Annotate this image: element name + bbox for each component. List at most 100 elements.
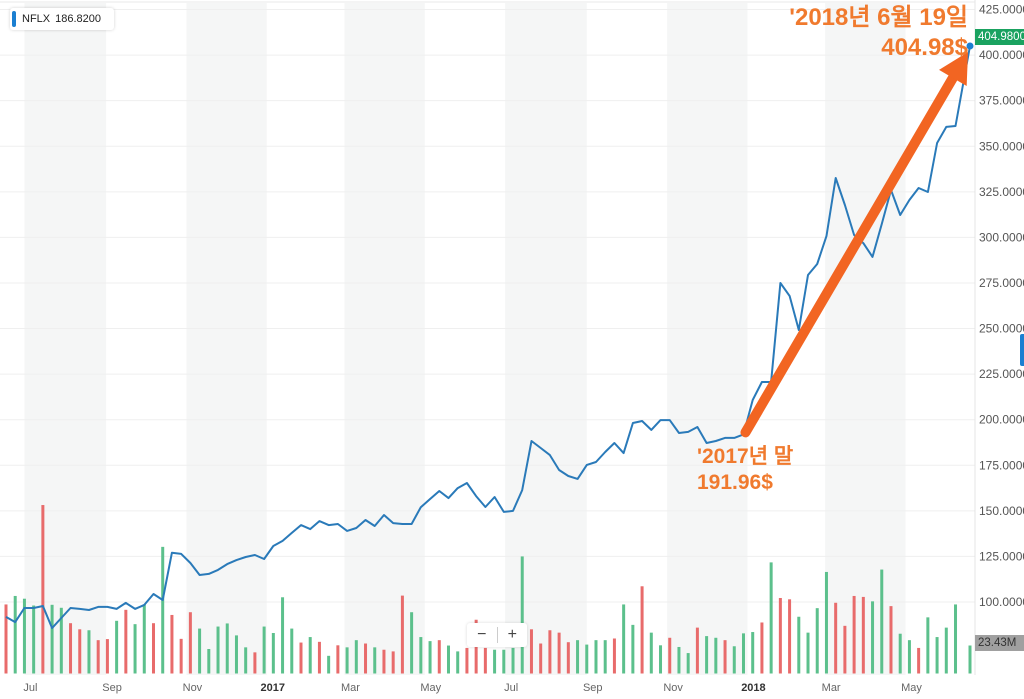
- zoom-out-button[interactable]: −: [477, 626, 487, 643]
- zoom-in-button[interactable]: +: [507, 626, 517, 643]
- volume-bar: [511, 647, 515, 674]
- volume-bar: [133, 624, 137, 674]
- volume-bar: [576, 640, 580, 674]
- x-tick-label: 2018: [741, 682, 765, 694]
- volume-bar: [907, 640, 911, 674]
- x-tick-label: May: [901, 682, 922, 694]
- volume-bar: [142, 604, 146, 674]
- volume-bar: [926, 617, 930, 674]
- last-volume-badge: 23.43M: [975, 635, 1024, 651]
- x-tick-label: Sep: [102, 682, 122, 694]
- volume-bar: [465, 647, 469, 674]
- volume-bar: [437, 640, 441, 674]
- volume-bar: [281, 597, 285, 674]
- y-tick-label: 250.0000: [979, 322, 1024, 336]
- shaded-band: [24, 3, 107, 675]
- volume-bar: [391, 651, 395, 674]
- volume-bar: [695, 627, 699, 674]
- volume-bar: [364, 643, 368, 674]
- volume-bar: [944, 627, 948, 674]
- volume-bar: [741, 633, 745, 674]
- volume-bar: [96, 640, 100, 674]
- volume-bar: [797, 616, 801, 674]
- volume-bar: [216, 626, 220, 674]
- volume-bar: [852, 595, 856, 674]
- volume-bar: [539, 643, 543, 674]
- last-price-dot: [966, 42, 974, 50]
- volume-bar: [824, 571, 828, 674]
- volume-bar: [603, 640, 607, 674]
- volume-bar: [631, 624, 635, 674]
- volume-bar: [548, 630, 552, 674]
- volume-bar: [317, 641, 321, 674]
- volume-bar: [861, 596, 865, 674]
- volume-bar: [502, 649, 506, 674]
- price-line-group: [5, 42, 974, 630]
- last-price-badge: 404.9800: [975, 29, 1024, 45]
- volume-bar: [4, 604, 8, 674]
- volume-bar: [788, 599, 792, 674]
- volume-bar: [161, 546, 165, 674]
- legend-symbol: NFLX: [22, 13, 51, 25]
- y-tick-label: 175.0000: [979, 458, 1024, 472]
- x-tick-label: Mar: [341, 682, 360, 694]
- volume-bar: [308, 637, 312, 674]
- y-tick-label: 200.0000: [979, 413, 1024, 427]
- x-tick-label: Jul: [23, 682, 37, 694]
- volume-bar: [659, 645, 663, 674]
- volume-bar: [400, 595, 404, 674]
- volume-bar: [115, 620, 119, 674]
- volume-bar: [815, 608, 819, 674]
- month-bands: [24, 3, 906, 675]
- volume-bar: [898, 633, 902, 674]
- volume-bar: [668, 637, 672, 674]
- volume-bar: [59, 607, 63, 674]
- volume-bar: [954, 604, 958, 674]
- volume-bar: [327, 655, 331, 674]
- volume-bar: [769, 562, 773, 674]
- volume-bar: [188, 612, 192, 674]
- volume-bar: [677, 646, 681, 674]
- shaded-band: [505, 3, 587, 675]
- volume-bar: [806, 632, 810, 674]
- volume-bar: [834, 602, 838, 674]
- legend-value: 186.8200: [55, 13, 102, 25]
- volume-bar: [410, 612, 414, 674]
- price-line: [5, 45, 971, 630]
- volume-bar: [382, 649, 386, 674]
- y-tick-label: 325.0000: [979, 185, 1024, 199]
- volume-bar: [594, 640, 598, 674]
- volume-bar: [714, 637, 718, 674]
- arrow-head: [939, 52, 968, 86]
- side-panel-handle[interactable]: [1020, 334, 1024, 366]
- volume-bar: [32, 605, 36, 674]
- volume-bar: [880, 569, 884, 674]
- x-axis: Jul Sep Nov 2017 Mar May Jul Sep Nov 2018 Mar May: [23, 682, 922, 694]
- annotation-end-price: 404.98$: [881, 34, 968, 61]
- zoom-controls: − +: [467, 623, 527, 647]
- y-tick-label: 375.0000: [979, 94, 1024, 108]
- y-tick-label: 350.0000: [979, 139, 1024, 153]
- volume-bar: [493, 649, 497, 674]
- y-axis: 100.0000 125.0000 150.0000 175.0000 200.0000…: [979, 3, 1024, 609]
- y-tick-label: 125.0000: [979, 549, 1024, 563]
- volume-bar: [336, 645, 340, 674]
- volume-bar: [271, 632, 275, 674]
- volume-bar: [170, 614, 174, 674]
- arrow-shaft: [740, 72, 958, 438]
- shaded-band: [186, 3, 267, 675]
- x-tick-label: Sep: [583, 682, 603, 694]
- volume-bar: [234, 635, 238, 674]
- volume-bar: [124, 609, 128, 674]
- annotation-start-price: 191.96$: [697, 471, 773, 494]
- volume-bar: [456, 651, 460, 674]
- x-tick-label: Nov: [183, 682, 203, 694]
- volume-bar: [705, 636, 709, 674]
- volume-bar: [935, 637, 939, 674]
- x-tick-label: May: [420, 682, 441, 694]
- volume-bar: [87, 630, 91, 674]
- shaded-band: [344, 3, 425, 675]
- volume-bar: [917, 647, 921, 674]
- volume-bar: [649, 632, 653, 674]
